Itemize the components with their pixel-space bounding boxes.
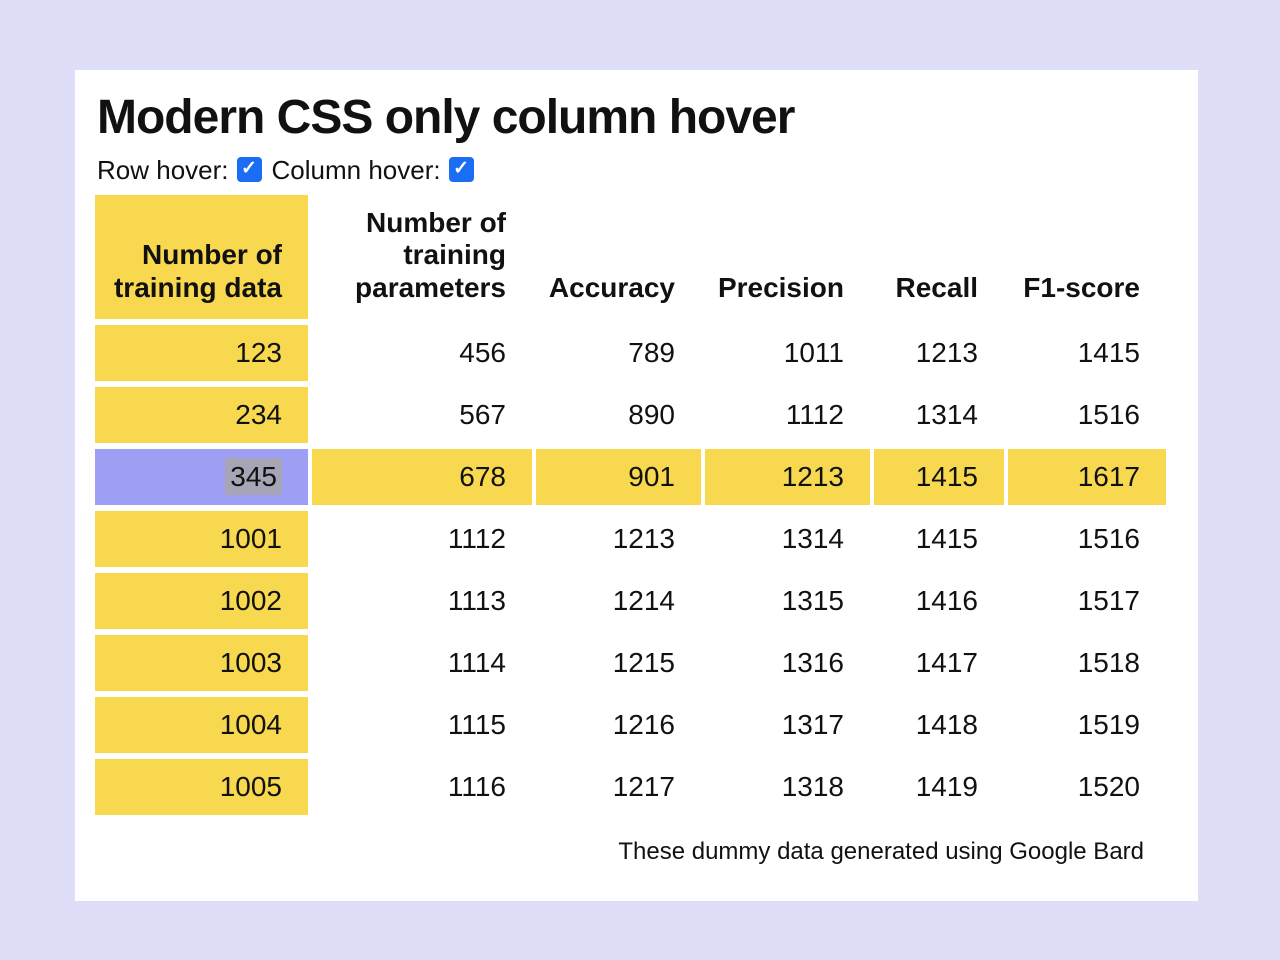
content-card: Modern CSS only column hover Row hover: … [75, 70, 1198, 901]
table-row[interactable]: 1004 1115 1216 1317 1418 1519 [95, 696, 1166, 753]
table-row[interactable]: 1001 1112 1213 1314 1415 1516 [95, 510, 1166, 567]
table-cell[interactable]: 1415 [915, 522, 978, 554]
table-cell[interactable]: 1115 [447, 708, 506, 740]
table-cell[interactable]: 1318 [781, 770, 844, 802]
checkmark-icon: ✓ [241, 157, 257, 179]
table-cell[interactable]: 1003 [95, 634, 308, 691]
table-cell[interactable]: 678 [312, 448, 532, 505]
table-cell[interactable]: 1213 [915, 336, 978, 368]
row-hover-label: Row hover: [97, 154, 229, 185]
table-body: 123 456 789 1011 1213 1415 234 567 890 1112 1314 15… [95, 324, 1166, 815]
table-cell[interactable]: 234 [95, 386, 308, 443]
table-cell[interactable]: 890 [628, 398, 675, 430]
table-cell[interactable]: 1416 [915, 584, 978, 616]
table-cell[interactable]: 1114 [447, 646, 506, 678]
header-number-of-training-parameters[interactable]: Number of training parameters [355, 207, 506, 303]
table-cell[interactable]: 789 [628, 336, 675, 368]
table-cell[interactable]: 1516 [1077, 398, 1140, 430]
table-row[interactable]: 234 567 890 1112 1314 1516 [95, 386, 1166, 443]
table-row[interactable]: 1005 1116 1217 1318 1419 1520 [95, 758, 1166, 815]
table-cell[interactable]: 1518 [1077, 646, 1140, 678]
table-cell[interactable]: 567 [459, 398, 506, 430]
table-row[interactable]: 1002 1113 1214 1315 1416 1517 [95, 572, 1166, 629]
table-cell[interactable]: 1002 [95, 572, 308, 629]
table-cell[interactable]: 1316 [781, 646, 844, 678]
table-cell[interactable]: 1418 [915, 708, 978, 740]
table-cell[interactable]: 1216 [612, 708, 675, 740]
table-row[interactable]: 1003 1114 1215 1316 1417 1518 [95, 634, 1166, 691]
hover-controls: Row hover: ✓ Column hover: ✓ [97, 155, 1178, 185]
table-cell[interactable]: 1415 [874, 448, 1004, 505]
table-cell[interactable]: 1315 [781, 584, 844, 616]
table-cell[interactable]: 1213 [612, 522, 675, 554]
header-recall[interactable]: Recall [895, 271, 979, 303]
table-cell[interactable]: 1517 [1077, 584, 1140, 616]
table-cell[interactable]: 1001 [95, 510, 308, 567]
table-cell[interactable]: 1317 [781, 708, 844, 740]
metrics-table: Number of training data Number of traini… [91, 189, 1170, 821]
header-accuracy[interactable]: Accuracy [548, 271, 675, 303]
table-cell[interactable]: 1520 [1077, 770, 1140, 802]
table-cell[interactable]: 1011 [783, 336, 844, 368]
table-cell[interactable]: 1116 [447, 770, 506, 802]
table-cell[interactable]: 1415 [1077, 336, 1140, 368]
header-row: Number of training data Number of traini… [95, 194, 1166, 319]
table-cell[interactable]: 1213 [705, 448, 870, 505]
table-cell[interactable]: 123 [95, 324, 308, 381]
table-cell[interactable]: 345 [95, 448, 308, 505]
table-row[interactable]: 345 678 901 1213 1415 1617 [95, 448, 1166, 505]
table-cell[interactable]: 1314 [915, 398, 978, 430]
table-cell[interactable]: 1113 [447, 584, 506, 616]
table-cell[interactable]: 1417 [915, 646, 978, 678]
table-cell[interactable]: 1004 [95, 696, 308, 753]
table-cell[interactable]: 1314 [781, 522, 844, 554]
table-cell[interactable]: 1516 [1077, 522, 1140, 554]
table-cell[interactable]: 1112 [447, 522, 506, 554]
row-hover-checkbox[interactable]: ✓ [236, 157, 262, 183]
page-title: Modern CSS only column hover [97, 91, 795, 144]
table-cell[interactable]: 1419 [915, 770, 978, 802]
column-hover-label: Column hover: [271, 154, 441, 185]
table-row[interactable]: 123 456 789 1011 1213 1415 [95, 324, 1166, 381]
table-cell[interactable]: 1112 [785, 398, 844, 430]
selected-text: 345 [225, 457, 282, 495]
header-f1-score[interactable]: F1-score [1023, 271, 1140, 303]
table-cell[interactable]: 1215 [612, 646, 675, 678]
table-cell[interactable]: 1217 [612, 770, 675, 802]
table-cell[interactable]: 1005 [95, 758, 308, 815]
column-hover-checkbox[interactable]: ✓ [448, 157, 474, 183]
header-precision[interactable]: Precision [717, 271, 844, 303]
header-number-of-training-data[interactable]: Number of training data [95, 194, 308, 319]
footer-note: These dummy data generated using Google … [618, 837, 1144, 865]
table-cell[interactable]: 1617 [1008, 448, 1166, 505]
table-cell[interactable]: 456 [459, 336, 506, 368]
table-cell[interactable]: 1214 [612, 584, 675, 616]
table-cell[interactable]: 1519 [1077, 708, 1140, 740]
checkmark-icon: ✓ [453, 157, 470, 179]
table-cell[interactable]: 901 [536, 448, 701, 505]
